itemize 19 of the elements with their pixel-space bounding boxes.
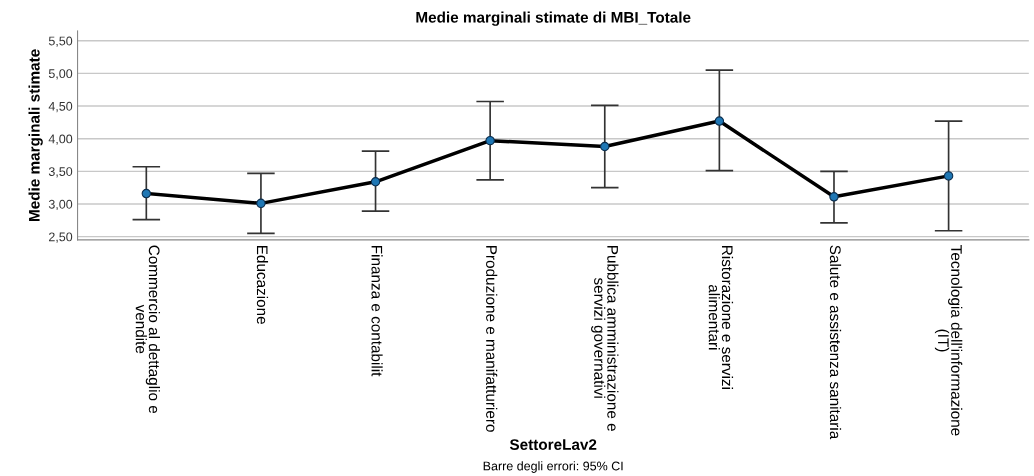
- x-tick-label: Tecnologia dell'informazione (IT): [934, 245, 963, 436]
- x-tick-label: Commercio al dettaglio e vendite: [135, 245, 161, 414]
- y-tick-label: 5,50: [48, 36, 73, 47]
- text: Barre degli errori: 95% CI: [483, 461, 623, 473]
- x-tick-label: Educazione: [256, 246, 269, 324]
- x-tick-label: Produzione e manifatturiero: [486, 246, 498, 432]
- x-axis-title: SettoreLav2: [509, 439, 597, 450]
- y-tick-label: 5,00: [48, 69, 73, 80]
- y-tick-label: 4,00: [48, 134, 73, 145]
- y-tick-label: 3,50: [48, 167, 73, 178]
- y-tick-label: 2,50: [48, 232, 73, 243]
- x-tick-label: Pubblica amministrazione e servizi governativi: [591, 246, 619, 431]
- x-tick-label: Salute e assistenza sanitaria: [829, 245, 842, 440]
- y-tick-label: 4,50: [48, 101, 73, 113]
- y-axis-title: Medie marginali stimate: [28, 49, 43, 221]
- x-tick-label: Finanza e contabilit: [371, 246, 383, 377]
- x-tick-label: Ristorazione e servizi alimentari: [708, 246, 734, 389]
- y-tick-label: 3,00: [48, 199, 73, 211]
- chart-title: Medie marginali stimate di MBI_Totale: [416, 11, 691, 26]
